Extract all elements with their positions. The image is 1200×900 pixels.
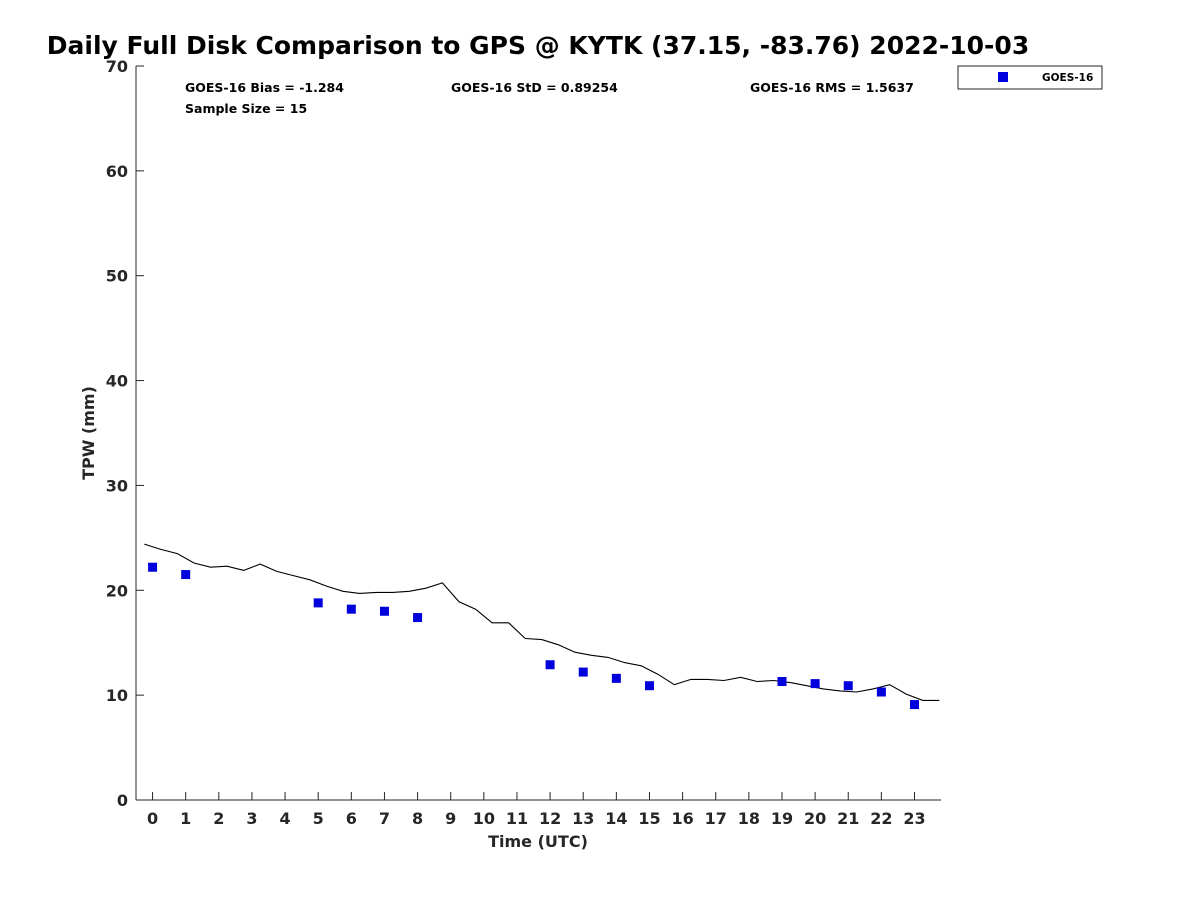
goes16-data-point <box>777 677 787 687</box>
x-tick-label: 10 <box>473 809 495 828</box>
chart-title: Daily Full Disk Comparison to GPS @ KYTK… <box>47 31 1029 60</box>
std-stat: GOES-16 StD = 0.89254 <box>451 80 618 95</box>
x-tick-label: 3 <box>246 809 257 828</box>
x-axis-ticks: 0 1 2 3 4 5 6 7 8 9 10 11 12 13 14 15 16 17 18 19 20 21 22 23 <box>147 792 926 828</box>
legend-box <box>957 65 1103 90</box>
gps-tpw-line <box>144 543 940 701</box>
x-tick-label: 6 <box>346 809 357 828</box>
goes16-data-point <box>379 606 389 616</box>
goes16-data-point <box>909 700 919 710</box>
x-tick-label: 1 <box>180 809 191 828</box>
goes16-data-point <box>148 562 158 572</box>
x-tick-label: 4 <box>280 809 291 828</box>
goes16-data-point <box>346 604 356 614</box>
goes16-data-point <box>810 679 820 689</box>
x-tick-label: 7 <box>379 809 390 828</box>
stats-annotations: GOES-16 Bias = -1.284 Sample Size = 15 G… <box>185 80 914 116</box>
y-tick-label: 40 <box>106 372 128 391</box>
x-axis-label: Time (UTC) <box>488 832 588 851</box>
x-tick-label: 5 <box>313 809 324 828</box>
plot-area <box>135 66 941 801</box>
sample-size-stat: Sample Size = 15 <box>185 101 307 116</box>
goes16-data-point <box>843 681 853 691</box>
y-axis-ticks: 0 10 20 30 40 50 60 70 <box>106 57 144 810</box>
y-tick-label: 60 <box>106 162 128 181</box>
goes16-data-point <box>876 687 886 697</box>
x-tick-label: 12 <box>539 809 561 828</box>
x-tick-label: 0 <box>147 809 158 828</box>
x-tick-label: 14 <box>605 809 627 828</box>
y-tick-label: 30 <box>106 476 128 495</box>
x-tick-label: 18 <box>738 809 760 828</box>
x-tick-label: 17 <box>705 809 727 828</box>
x-tick-label: 19 <box>771 809 793 828</box>
legend-label-goes16: GOES-16 <box>1042 72 1093 84</box>
legend: GOES-16 <box>957 65 1103 90</box>
x-tick-label: 16 <box>671 809 693 828</box>
x-tick-label: 21 <box>837 809 859 828</box>
y-tick-label: 10 <box>106 686 128 705</box>
x-tick-label: 9 <box>445 809 456 828</box>
y-axis-label: TPW (mm) <box>79 386 98 480</box>
goes16-data-point <box>611 673 621 683</box>
x-tick-label: 20 <box>804 809 826 828</box>
goes16-data-point <box>313 598 323 608</box>
y-tick-label: 70 <box>106 57 128 76</box>
y-tick-label: 0 <box>117 791 128 810</box>
goes16-data-point <box>545 660 555 670</box>
goes16-data-point <box>644 681 654 691</box>
goes16-marker-series <box>148 562 919 710</box>
x-tick-label: 13 <box>572 809 594 828</box>
rms-stat: GOES-16 RMS = 1.5637 <box>750 80 914 95</box>
x-tick-label: 2 <box>213 809 224 828</box>
x-tick-label: 23 <box>903 809 925 828</box>
reference-line-series <box>144 543 940 701</box>
y-tick-label: 50 <box>106 267 128 286</box>
x-tick-label: 15 <box>638 809 660 828</box>
bias-stat: GOES-16 Bias = -1.284 <box>185 80 344 95</box>
legend-swatch-goes16 <box>998 72 1008 82</box>
goes16-data-point <box>413 613 423 623</box>
axes-background <box>136 66 941 800</box>
x-tick-label: 11 <box>506 809 528 828</box>
x-tick-label: 8 <box>412 809 423 828</box>
x-tick-label: 22 <box>870 809 892 828</box>
goes16-data-point <box>181 570 191 580</box>
goes16-data-point <box>578 667 588 677</box>
y-tick-label: 20 <box>106 581 128 600</box>
